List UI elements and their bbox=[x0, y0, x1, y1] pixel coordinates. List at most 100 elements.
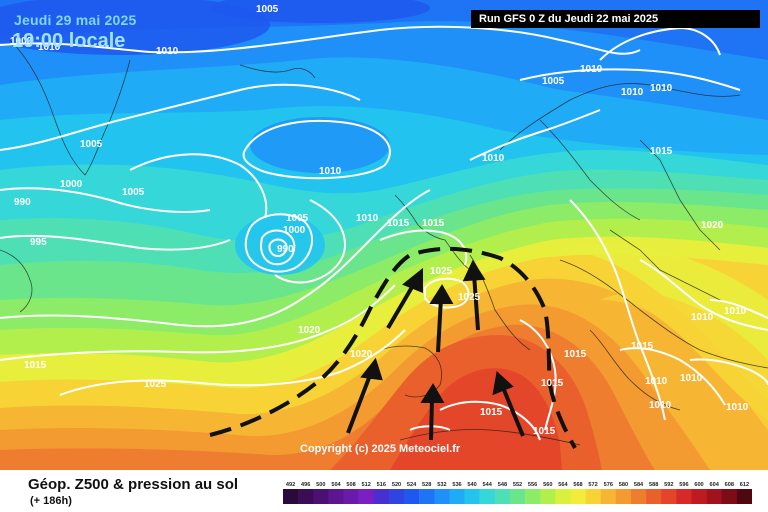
isobar-value-label: 1010 bbox=[650, 83, 673, 94]
isobar-value-label: 1015 bbox=[564, 349, 587, 360]
isobar-value-label: 1010 bbox=[724, 306, 747, 317]
scale-swatch bbox=[449, 489, 465, 504]
isobar-value-label: 1010 bbox=[691, 312, 714, 323]
scale-tick-label: 564 bbox=[558, 482, 568, 488]
scale-swatch bbox=[388, 489, 405, 504]
isobar-value-label: 1005 bbox=[122, 187, 145, 198]
isobar-values: 1005 1010 1010 1000 1005 1010 1005 1005 1000 990 9… bbox=[10, 4, 749, 437]
scale-swatch bbox=[343, 489, 359, 504]
scale-tick-label: 492 bbox=[286, 482, 295, 488]
isobar-value-label: 1010 bbox=[580, 64, 603, 75]
isobar-value-label: 1020 bbox=[298, 325, 321, 336]
isobar-value-label: 990 bbox=[14, 197, 31, 208]
model-run-label: Run GFS 0 Z du Jeudi 22 mai 2025 bbox=[471, 10, 760, 28]
scale-swatch bbox=[298, 489, 314, 504]
isobar-value-label: 1010 bbox=[356, 213, 379, 224]
scale-swatch bbox=[585, 489, 601, 504]
scale-tick-label: 520 bbox=[392, 482, 401, 488]
scale-tick-label: 556 bbox=[528, 482, 537, 488]
isobar-value-label: 1000 bbox=[60, 179, 83, 190]
isobar-value-label: 1010 bbox=[38, 42, 61, 53]
scale-tick-label: 560 bbox=[543, 482, 552, 488]
coastlines bbox=[0, 39, 768, 446]
scale-swatch bbox=[313, 489, 329, 504]
scale-swatch bbox=[555, 489, 571, 504]
scale-tick-label: 544 bbox=[483, 482, 493, 488]
isobar-value-label: 1005 bbox=[256, 4, 279, 15]
isobar-value-label: 1010 bbox=[621, 87, 644, 98]
scale-tick-label: 572 bbox=[588, 482, 597, 488]
scale-tick-label: 500 bbox=[316, 482, 325, 488]
isobar-value-label: 1010 bbox=[726, 402, 749, 413]
scale-swatch bbox=[434, 489, 450, 504]
map-canvas: 1005 1010 1010 1000 1005 1010 1005 1005 1000 990 9… bbox=[0, 0, 768, 470]
isobar-value-label: 995 bbox=[30, 237, 47, 248]
scale-tick-label: 568 bbox=[573, 482, 582, 488]
isobar-value-label: 1025 bbox=[458, 292, 481, 303]
scale-tick-label: 540 bbox=[467, 482, 476, 488]
forecast-time: 19:00 locale bbox=[12, 30, 126, 52]
scale-swatch bbox=[358, 489, 374, 504]
scale-swatch bbox=[570, 489, 586, 504]
copyright-text: Copyright (c) 2025 Meteociel.fr bbox=[300, 443, 461, 455]
isobar-value-label: 1025 bbox=[144, 379, 167, 390]
scale-tick-label: 588 bbox=[649, 482, 658, 488]
scale-swatch bbox=[283, 489, 299, 504]
geopotential-fill bbox=[0, 0, 768, 470]
isobar-value-label: 1020 bbox=[350, 349, 373, 360]
isobar-value-label: 1000 bbox=[283, 225, 306, 236]
scale-swatch bbox=[479, 489, 496, 504]
isobar-value-label: 990 bbox=[277, 244, 294, 255]
scale-tick-label: 596 bbox=[679, 482, 688, 488]
isobar-value-label: 1015 bbox=[24, 360, 47, 371]
isobar-value-label: 1010 bbox=[319, 166, 342, 177]
scale-swatch bbox=[464, 489, 480, 504]
scale-swatch bbox=[419, 489, 435, 504]
scale-swatch bbox=[540, 489, 556, 504]
scale-swatch bbox=[615, 489, 632, 504]
scale-tick-label: 516 bbox=[377, 482, 386, 488]
isobar-value-label: 1025 bbox=[430, 266, 453, 277]
isobar-value-label: 1000 bbox=[10, 36, 33, 47]
scale-swatch bbox=[600, 489, 617, 504]
isobar-value-label: 1015 bbox=[631, 341, 654, 352]
scale-swatch bbox=[328, 489, 344, 504]
forecast-range: (+ 186h) bbox=[30, 495, 72, 507]
scale-tick-label: 508 bbox=[346, 482, 355, 488]
map-title: Géop. Z500 & pression au sol bbox=[28, 476, 239, 493]
scale-tick-label: 584 bbox=[634, 482, 644, 488]
scale-tick-label: 552 bbox=[513, 482, 522, 488]
scale-tick-label: 504 bbox=[331, 482, 341, 488]
isobar-value-label: 1015 bbox=[422, 218, 445, 229]
scale-swatch bbox=[721, 489, 738, 504]
isobar-value-label: 1015 bbox=[533, 426, 556, 437]
isobar-value-label: 1020 bbox=[701, 220, 724, 231]
isobar-value-label: 1010 bbox=[649, 400, 672, 411]
scale-swatch bbox=[494, 489, 511, 504]
isobar-value-label: 1015 bbox=[387, 218, 410, 229]
scale-tick-label: 528 bbox=[422, 482, 431, 488]
scale-tick-label: 600 bbox=[694, 482, 703, 488]
scale-swatch bbox=[525, 489, 541, 504]
scale-tick-label: 524 bbox=[407, 482, 417, 488]
scale-tick-label: 580 bbox=[619, 482, 628, 488]
scale-tick-label: 608 bbox=[725, 482, 734, 488]
isobar-value-label: 1005 bbox=[80, 139, 103, 150]
dashed-trough bbox=[209, 246, 577, 449]
scale-tick-label: 532 bbox=[437, 482, 446, 488]
scale-tick-label: 592 bbox=[664, 482, 673, 488]
scale-tick-label: 576 bbox=[604, 482, 613, 488]
isobar-value-label: 1005 bbox=[542, 76, 565, 87]
isobar-value-label: 1015 bbox=[650, 146, 673, 157]
scale-swatch bbox=[373, 489, 390, 504]
scale-swatch bbox=[691, 489, 707, 504]
scale-swatch bbox=[736, 489, 752, 504]
isobar-value-label: 1015 bbox=[541, 378, 564, 389]
scale-tick-label: 512 bbox=[362, 482, 371, 488]
scale-swatch bbox=[509, 489, 526, 504]
scale-tick-label: 496 bbox=[301, 482, 310, 488]
scale-swatch bbox=[676, 489, 692, 504]
flow-arrows bbox=[346, 259, 525, 441]
forecast-date: Jeudi 29 mai 2025 bbox=[14, 12, 137, 28]
